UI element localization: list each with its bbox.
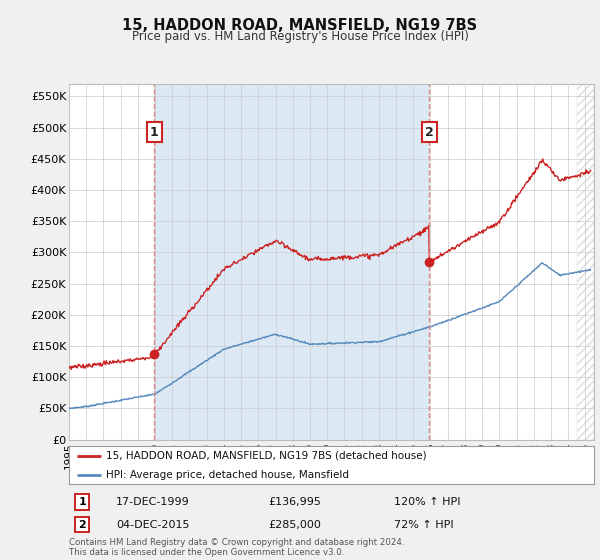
Text: 120% ↑ HPI: 120% ↑ HPI (395, 497, 461, 507)
Text: 15, HADDON ROAD, MANSFIELD, NG19 7BS: 15, HADDON ROAD, MANSFIELD, NG19 7BS (122, 18, 478, 33)
Text: HPI: Average price, detached house, Mansfield: HPI: Average price, detached house, Mans… (106, 470, 349, 480)
Text: 72% ↑ HPI: 72% ↑ HPI (395, 520, 454, 530)
Text: 17-DEC-1999: 17-DEC-1999 (116, 497, 190, 507)
Text: Price paid vs. HM Land Registry's House Price Index (HPI): Price paid vs. HM Land Registry's House … (131, 30, 469, 43)
Text: £136,995: £136,995 (269, 497, 322, 507)
Text: 2: 2 (78, 520, 86, 530)
Text: Contains HM Land Registry data © Crown copyright and database right 2024.
This d: Contains HM Land Registry data © Crown c… (69, 538, 404, 557)
Text: 1: 1 (78, 497, 86, 507)
Text: 04-DEC-2015: 04-DEC-2015 (116, 520, 190, 530)
Text: 1: 1 (150, 125, 159, 138)
Bar (154, 84, 429, 440)
Text: 15, HADDON ROAD, MANSFIELD, NG19 7BS (detached house): 15, HADDON ROAD, MANSFIELD, NG19 7BS (de… (106, 451, 427, 461)
Text: 2: 2 (425, 125, 433, 138)
Text: £285,000: £285,000 (269, 520, 322, 530)
Bar (577, 84, 594, 440)
